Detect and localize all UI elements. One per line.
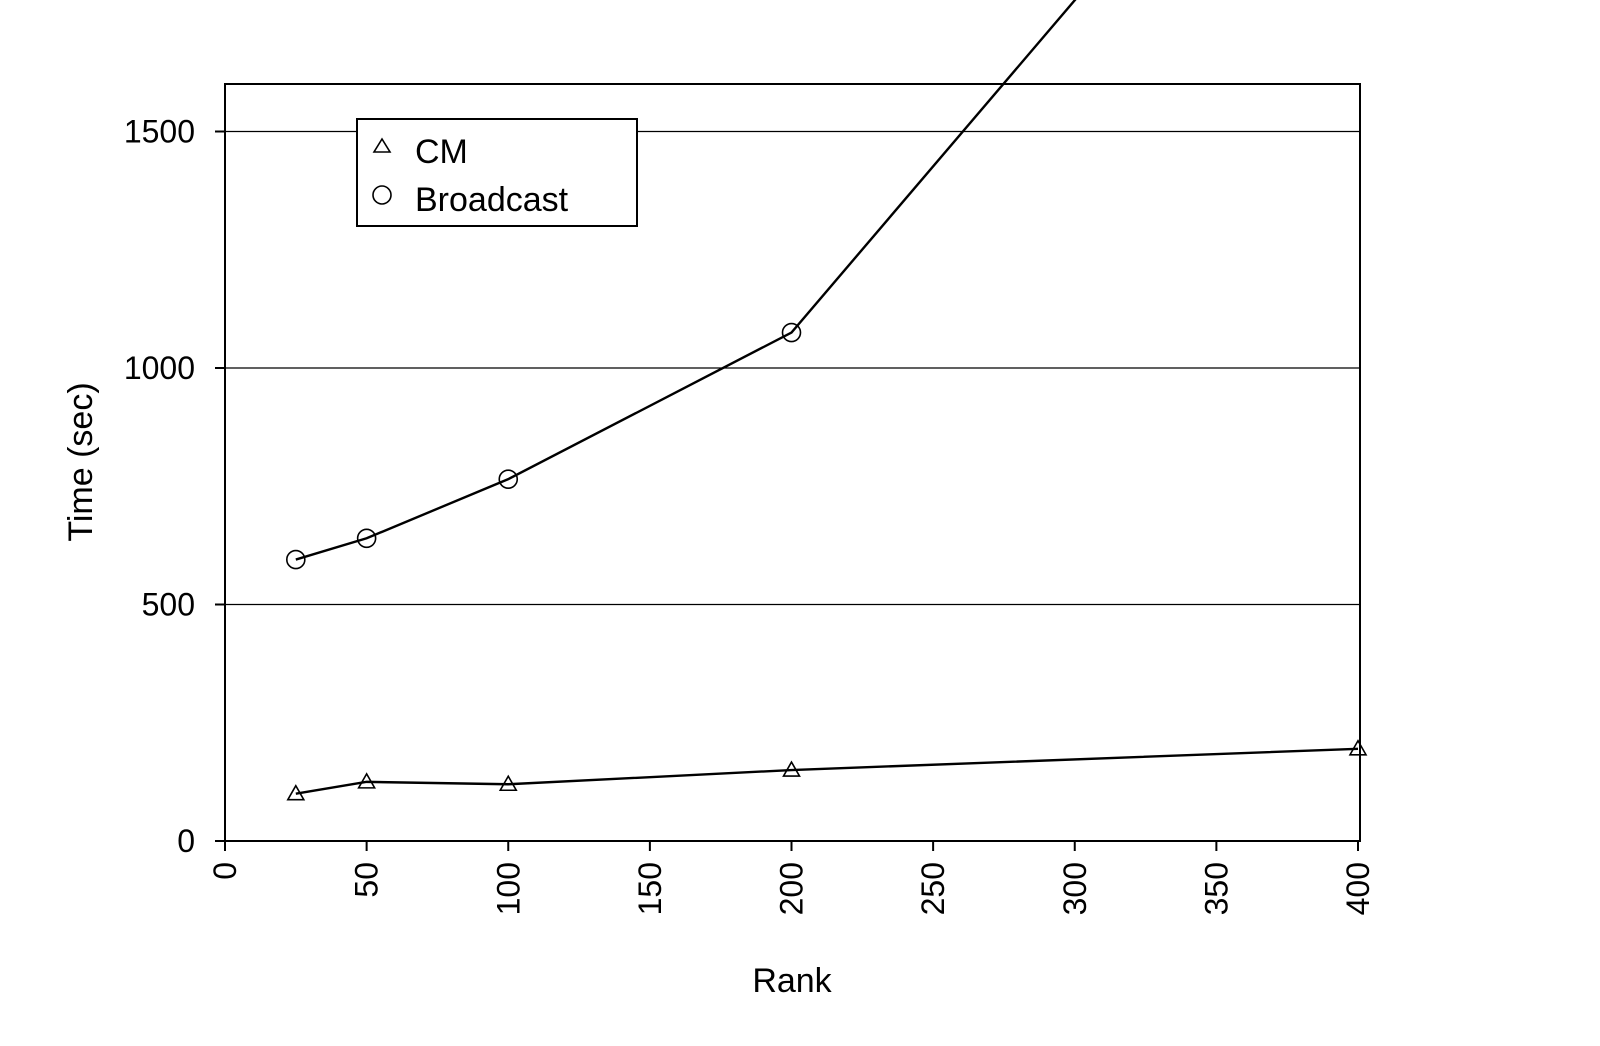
legend-label-cm: CM [415, 133, 468, 171]
y-tick-label: 500 [142, 587, 195, 623]
x-tick-label: 150 [632, 862, 668, 915]
data-point-broadcast [781, 322, 802, 343]
series-group [286, 0, 1368, 801]
legend-box [356, 118, 638, 227]
data-point-broadcast [286, 549, 306, 570]
x-tick-label: 100 [490, 862, 526, 915]
data-point-cm [357, 772, 377, 789]
legend-triangle-icon [372, 137, 392, 153]
axis-ticks: 0500100015002000250030000501001502002503… [124, 114, 1376, 916]
legend-circle-icon [372, 185, 392, 205]
x-tick-label: 400 [1340, 862, 1376, 915]
x-tick-label: 50 [349, 862, 385, 898]
data-point-cm [1348, 739, 1368, 756]
x-tick-label: 0 [207, 862, 243, 880]
series-line-broadcast [295, 0, 1077, 561]
series-line-cm [295, 747, 1359, 795]
gridlines [225, 130, 1360, 606]
y-tick-label: 1000 [124, 350, 195, 386]
data-point-cm [286, 784, 306, 801]
x-tick-label: 300 [1057, 862, 1093, 915]
data-point-broadcast [356, 528, 377, 549]
x-tick-label: 200 [774, 862, 810, 915]
y-tick-label: 0 [177, 823, 195, 859]
data-point-broadcast [498, 469, 519, 489]
y-axis-title: Time (sec) [62, 382, 100, 541]
legend: CM Broadcast [356, 118, 638, 227]
x-tick-label: 250 [915, 862, 951, 915]
y-tick-label: 1500 [124, 114, 195, 150]
x-tick-label: 350 [1198, 862, 1234, 915]
legend-label-broadcast: Broadcast [415, 181, 569, 219]
data-point-cm [498, 774, 518, 792]
x-axis-title: Rank [752, 962, 832, 1000]
data-point-cm [782, 760, 801, 777]
